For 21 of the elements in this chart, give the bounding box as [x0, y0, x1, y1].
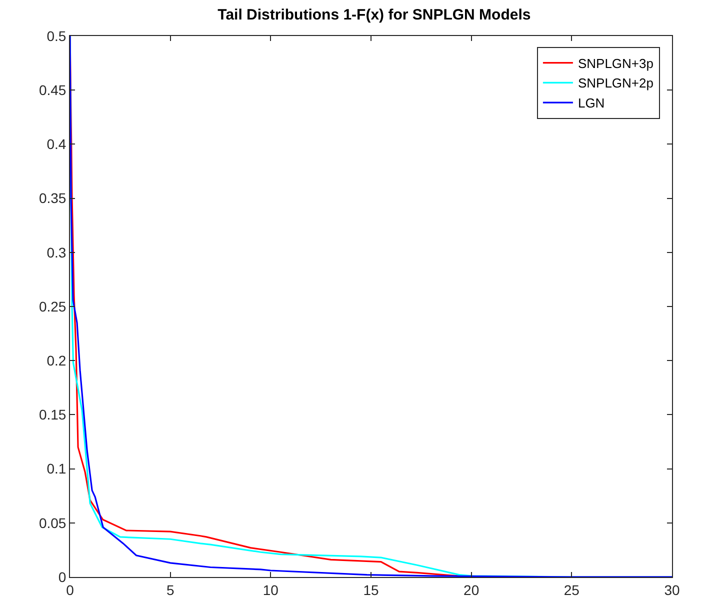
legend-label: LGN	[578, 96, 605, 111]
chart-title: Tail Distributions 1-F(x) for SNPLGN Models	[218, 6, 531, 24]
y-tick-label: 0.05	[38, 514, 66, 531]
y-tick-label: 0.1	[46, 460, 66, 477]
y-tick-label: 0.4	[46, 136, 66, 152]
y-tick-label: 0.15	[38, 406, 66, 423]
y-tick-label: 0.5	[46, 28, 66, 44]
y-tick-label: 0.25	[38, 298, 66, 314]
legend-label: SNPLGN+3p	[578, 56, 654, 71]
x-tick-label: 25	[564, 582, 580, 598]
x-tick-label: 15	[363, 582, 379, 598]
y-tick-label: 0.2	[46, 352, 66, 368]
y-tick-label: 0.45	[38, 82, 66, 98]
x-tick-label: 5	[166, 582, 174, 598]
legend-label: SNPLGN+2p	[578, 76, 654, 91]
x-tick-label: 20	[464, 582, 480, 598]
x-tick-label: 10	[262, 582, 279, 598]
x-tick-label: 30	[664, 582, 680, 598]
y-tick-label: 0	[58, 568, 66, 585]
y-tick-label: 0.3	[46, 244, 66, 260]
y-tick-label: 0.35	[38, 190, 66, 206]
